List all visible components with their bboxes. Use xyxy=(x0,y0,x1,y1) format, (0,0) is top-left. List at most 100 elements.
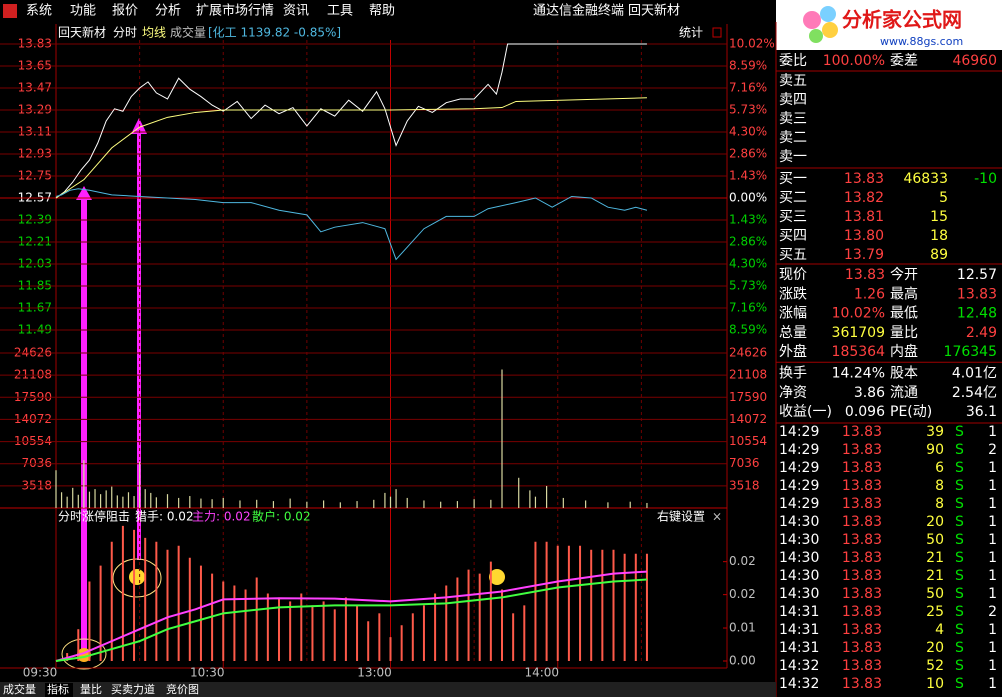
trade-volume: 21 xyxy=(926,550,944,566)
y2-tick-label: 7.16% xyxy=(729,301,767,315)
trade-price: 13.83 xyxy=(842,586,882,602)
trade-time: 14:30 xyxy=(779,532,819,548)
x-tick-label: 14:00 xyxy=(524,666,559,680)
y2-tick-label: 5.73% xyxy=(729,102,767,116)
bid-label: 买五 xyxy=(779,247,807,263)
trade-volume: 20 xyxy=(926,514,944,530)
settings-button[interactable]: 右键设置 xyxy=(657,509,705,524)
menu-item[interactable]: 资讯 xyxy=(283,4,309,19)
tab[interactable]: 量比 xyxy=(80,683,102,696)
trade-volume: 25 xyxy=(926,604,944,620)
chart-title: 成交量 xyxy=(170,25,206,40)
tab[interactable]: 成交量 xyxy=(3,682,36,696)
stat-label: 涨幅 xyxy=(779,306,807,322)
y2-tick-label: 1.43% xyxy=(729,212,767,226)
tab[interactable]: 指标 xyxy=(47,682,69,696)
highlight xyxy=(61,638,107,670)
trade-side: S xyxy=(955,460,964,476)
stat-label: 最高 xyxy=(890,285,918,302)
y2-tick-label: 10.02% xyxy=(729,37,775,51)
menu-item[interactable]: 分析 xyxy=(155,4,181,19)
trade-time: 14:31 xyxy=(779,622,819,638)
menu-item[interactable]: 扩展市场行情 xyxy=(196,3,274,19)
trade-time: 14:32 xyxy=(779,658,819,674)
ask-label: 卖三 xyxy=(779,111,807,127)
menu-title: 回天新材 xyxy=(628,3,680,19)
y2-tick-label: 4.30% xyxy=(729,124,767,138)
close-button[interactable]: × xyxy=(712,510,722,524)
ask-label: 卖二 xyxy=(779,130,807,146)
trade-count: 1 xyxy=(988,676,997,692)
y2-tick-label: 0.02 xyxy=(729,587,756,601)
trade-price: 13.83 xyxy=(842,478,882,494)
menu-title: 通达信金融终端 xyxy=(533,3,624,19)
y2-tick-label: 0.00 xyxy=(729,654,756,668)
bid-volume: 5 xyxy=(939,190,948,206)
y2-tick-label: 21108 xyxy=(729,368,767,382)
trade-count: 1 xyxy=(988,478,997,494)
menu-item[interactable]: 功能 xyxy=(70,4,96,19)
legend-label: 主力: 0.02 xyxy=(192,510,251,524)
legend-label: 猎手: 0.02 xyxy=(135,510,194,524)
menu-item[interactable]: 工具 xyxy=(327,4,353,19)
stat-label: 流通 xyxy=(890,385,918,401)
trade-price: 13.83 xyxy=(842,424,882,440)
trade-price: 13.83 xyxy=(842,658,882,674)
ask-label: 卖五 xyxy=(779,73,807,89)
y2-tick-label: 8.59% xyxy=(729,58,767,72)
stat-label: 今开 xyxy=(890,267,918,283)
trade-side: S xyxy=(955,586,964,602)
smiley xyxy=(129,569,145,585)
smiley xyxy=(489,569,505,585)
stat-label: 外盘 xyxy=(779,343,807,360)
menu-item[interactable]: 帮助 xyxy=(369,4,395,19)
legend-label: 均线 xyxy=(142,26,166,40)
trade-time: 14:31 xyxy=(779,604,819,620)
trade-price: 13.83 xyxy=(842,604,882,620)
trade-time: 14:29 xyxy=(779,496,819,512)
trade-volume: 50 xyxy=(926,532,944,548)
trade-count: 1 xyxy=(988,424,997,440)
ask-label: 卖一 xyxy=(779,149,807,165)
logo-petal xyxy=(820,6,836,22)
stat-value: 185364 xyxy=(832,344,886,360)
trade-side: S xyxy=(955,568,964,584)
tab[interactable]: 竞价图 xyxy=(166,682,199,696)
stat-button[interactable]: 统计 xyxy=(679,26,703,40)
bid-label: 买一 xyxy=(779,171,807,187)
y2-tick-label: 4.30% xyxy=(729,257,767,271)
legend-label: 分时 xyxy=(113,26,137,40)
menu-bar xyxy=(0,0,776,22)
stat-label: 收益(一) xyxy=(779,404,832,420)
logo-petal xyxy=(809,29,823,43)
stat-label: PE(动) xyxy=(890,404,932,420)
trade-price: 13.83 xyxy=(842,640,882,656)
trade-count: 1 xyxy=(988,658,997,674)
menu-item[interactable]: 报价 xyxy=(112,4,138,19)
series-line xyxy=(55,188,648,261)
menu-item[interactable]: 系统 xyxy=(26,4,52,19)
trade-count: 1 xyxy=(988,586,997,602)
stat-value: 12.48 xyxy=(957,306,997,322)
trade-side: S xyxy=(955,442,964,458)
trade-price: 13.83 xyxy=(842,460,882,476)
bid-price: 13.83 xyxy=(844,171,884,187)
stat-value: 176345 xyxy=(944,344,997,360)
label: 委差 xyxy=(890,53,918,69)
tab[interactable]: 买卖力道 xyxy=(111,682,155,696)
stat-value: 1.26 xyxy=(854,286,885,302)
trade-time: 14:29 xyxy=(779,442,819,458)
legend-label: [化工 1139.82 -0.85%] xyxy=(208,26,341,40)
x-tick-label: 09:30 xyxy=(23,666,58,680)
stat-value: 36.1 xyxy=(966,404,997,420)
trade-count: 1 xyxy=(988,550,997,566)
stat-value: 361709 xyxy=(832,325,885,341)
trade-count: 2 xyxy=(988,604,997,620)
y2-tick-label: 3518 xyxy=(729,478,760,492)
y2-tick-label: 7.16% xyxy=(729,80,767,94)
y2-tick-label: 2.86% xyxy=(729,234,767,248)
chart-title: 回天新材 xyxy=(58,25,106,40)
trade-volume: 8 xyxy=(935,478,944,494)
bid-label: 买三 xyxy=(779,209,807,225)
